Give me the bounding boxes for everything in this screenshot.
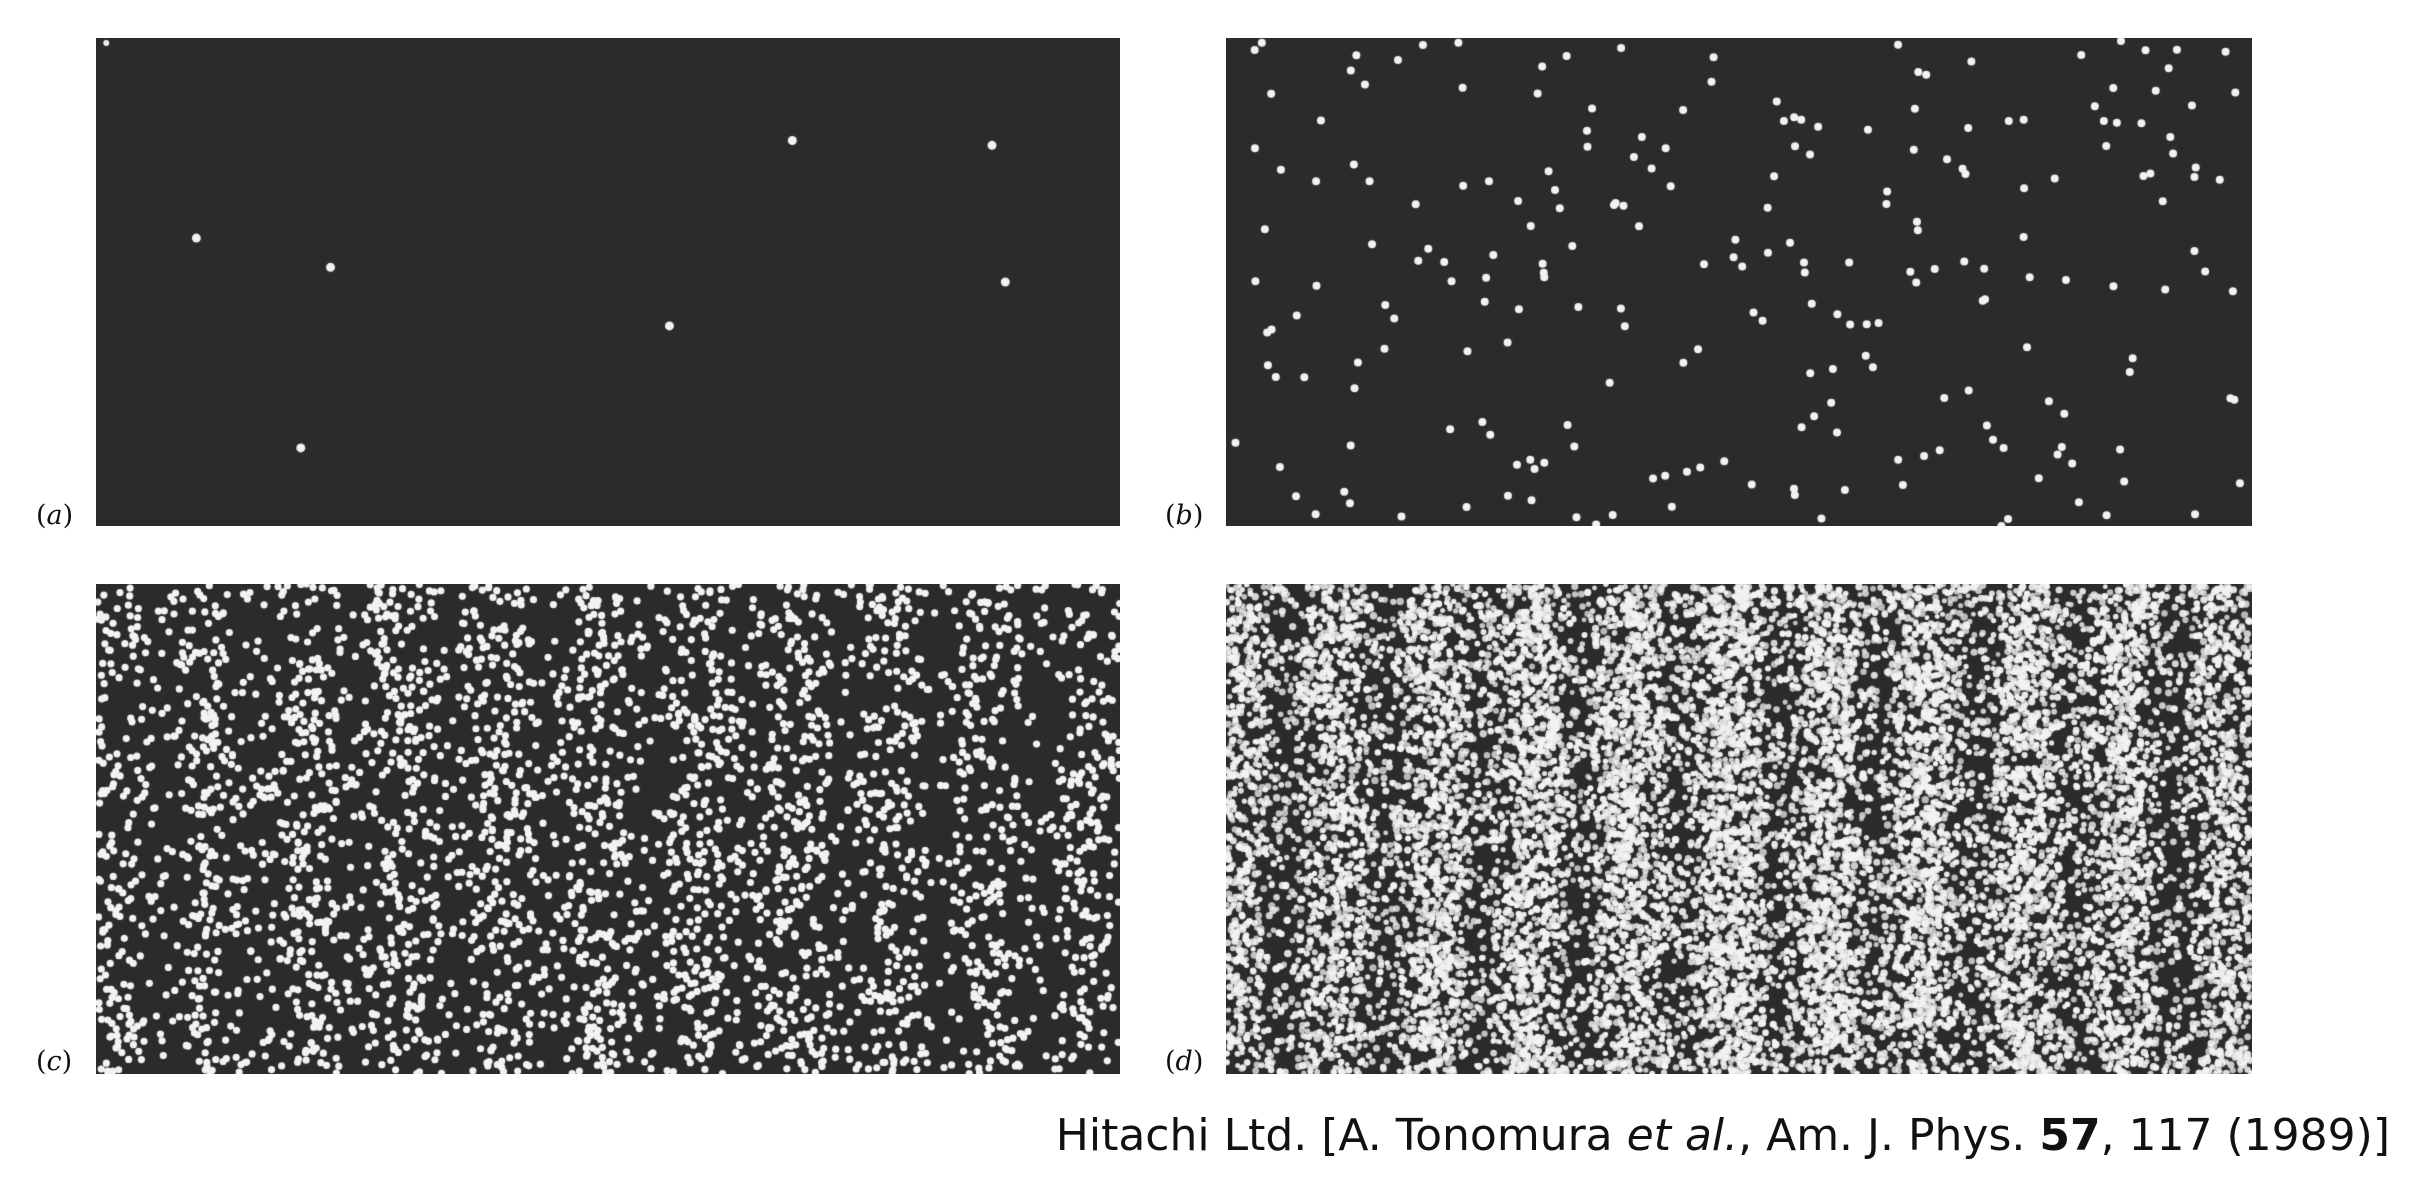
image-credit: Hitachi Ltd. [A. Tonomura et al., Am. J.…: [1055, 1110, 2390, 1161]
dot-field-b: [1226, 38, 2252, 526]
electron-buildup-panel-d: [1226, 584, 2252, 1074]
panel-label-a: (a): [36, 500, 74, 531]
dot-field-c: [96, 584, 1120, 1074]
electron-buildup-panel-b: [1226, 38, 2252, 526]
panel-label-d: (d): [1165, 1046, 1204, 1077]
electron-buildup-panel-a: [96, 38, 1120, 526]
panel-label-c: (c): [36, 1046, 73, 1077]
panel-label-b: (b): [1165, 500, 1204, 531]
electron-buildup-panel-c: [96, 584, 1120, 1074]
dot-field-d: [1226, 584, 2252, 1074]
dot-field-a: [96, 38, 1120, 526]
